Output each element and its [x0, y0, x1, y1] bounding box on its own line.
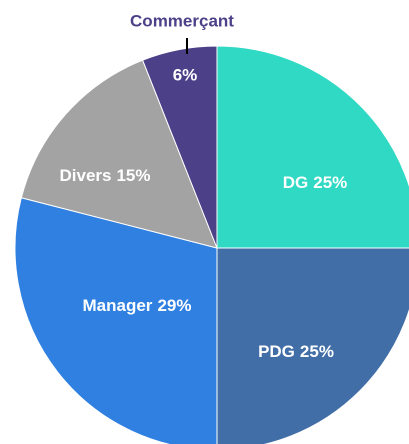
- slice-category-label: Manager: [83, 296, 153, 315]
- slice-label: Divers 15%: [59, 166, 150, 185]
- slice-value-label: 6%: [173, 65, 198, 84]
- slice-category-label: PDG: [258, 342, 295, 361]
- slice-category-label: Divers: [59, 166, 111, 185]
- data-labels: DG 25%PDG 25%Manager 29%Divers 15%Commerçant…: [59, 11, 347, 361]
- slice-label: DG 25%: [283, 173, 348, 192]
- slice-value-label: 29%: [157, 296, 191, 315]
- slice-label: PDG 25%: [258, 342, 334, 361]
- pie-slice: [14, 197, 218, 444]
- slice-value-label: 15%: [116, 166, 150, 185]
- slice-category-label: Commerçant: [130, 11, 234, 30]
- slice-value-label: 25%: [313, 173, 347, 192]
- pie-slice: [20, 59, 218, 249]
- slice-label: Manager 29%: [83, 296, 192, 315]
- slice-value-label: 25%: [300, 342, 334, 361]
- pie-slice: [141, 45, 218, 249]
- pie: [14, 45, 409, 444]
- pie-slice: [216, 247, 409, 444]
- pie-slice: [216, 45, 409, 249]
- slice-category-label: DG: [283, 173, 309, 192]
